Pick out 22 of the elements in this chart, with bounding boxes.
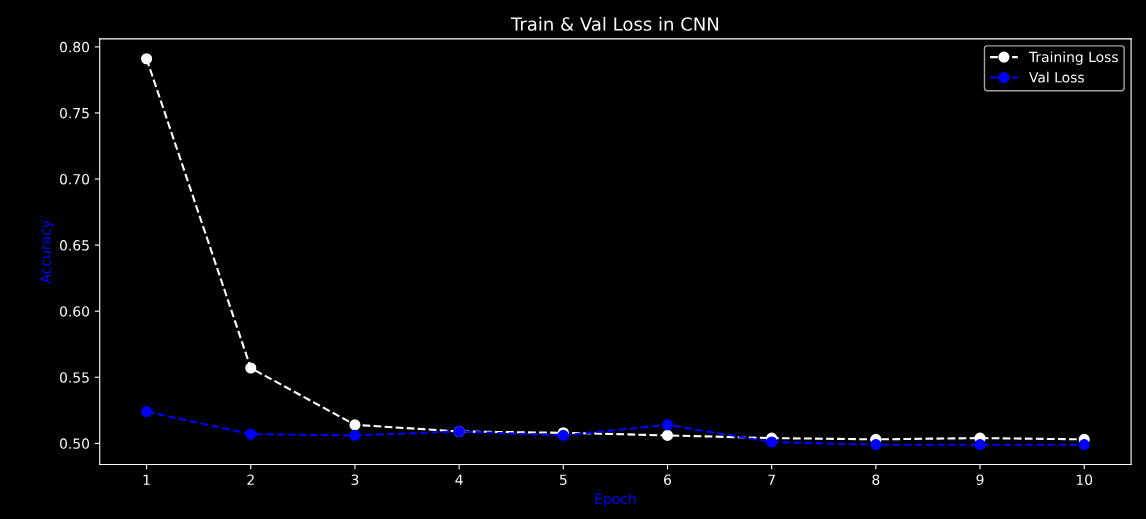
- legend-label: Val Loss: [1029, 71, 1084, 83]
- x-tick-label: 5: [559, 474, 567, 485]
- x-tick-label: 3: [351, 474, 359, 485]
- y-axis-title: Accuracy: [40, 220, 54, 284]
- x-tick-label: 9: [976, 474, 984, 485]
- x-tick-label: 2: [247, 474, 254, 485]
- legend-label: Training Loss: [1028, 51, 1118, 65]
- y-tick-label: 0.75: [59, 107, 89, 119]
- chart-title: Train & Val Loss in CNN: [510, 16, 719, 31]
- y-tick-label: 0.50: [59, 438, 90, 449]
- x-tick-label: 8: [872, 474, 880, 485]
- x-axis-title: Epoch: [595, 493, 636, 507]
- y-tick-label: 0.65: [59, 240, 89, 251]
- x-tick-label: 7: [768, 474, 775, 485]
- x-tick-label: 6: [664, 474, 672, 485]
- x-tick-label: 4: [455, 474, 463, 485]
- y-tick-label: 0.55: [59, 372, 89, 383]
- x-tick-label: 10: [1076, 474, 1093, 485]
- y-tick-label: 0.80: [59, 41, 90, 53]
- x-tick-label: 1: [143, 474, 150, 485]
- y-tick-label: 0.70: [59, 173, 90, 185]
- y-tick-label: 0.60: [59, 306, 90, 317]
